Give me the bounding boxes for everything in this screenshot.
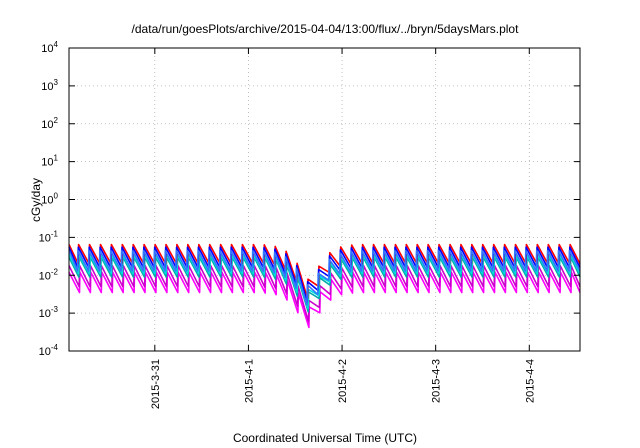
x-tick-label: 2015-4-3 [431, 359, 443, 403]
grid [69, 48, 580, 351]
x-tick-label: 2015-4-1 [243, 359, 255, 403]
y-tick-label: 103 [41, 78, 58, 93]
y-axis-label: cGy/day [29, 178, 43, 222]
y-axis: 10-4 10-3 10-2 10-1 100 101 102 103 104 [39, 40, 580, 358]
y-tick-label: 101 [41, 154, 58, 169]
series-line [68, 249, 581, 306]
x-tick-label: 2015-3-31 [150, 359, 162, 409]
y-tick-label: 104 [41, 40, 58, 55]
x-axis: 2015-3-31 2015-4-1 2015-4-2 2015-4-3 2015-4-… [150, 48, 536, 409]
y-tick-label: 10-2 [39, 267, 59, 282]
series-group [68, 243, 581, 329]
y-tick-label: 102 [41, 116, 58, 131]
y-tick-label: 10-4 [39, 343, 59, 358]
y-tick-label: 10-3 [39, 305, 59, 320]
x-axis-label: Coordinated Universal Time (UTC) [233, 431, 417, 445]
x-tick-label: 2015-4-2 [337, 359, 349, 403]
chart-title: /data/run/goesPlots/archive/2015-04-04/1… [132, 22, 520, 36]
y-tick-label: 10-1 [39, 229, 59, 244]
x-tick-label: 2015-4-4 [524, 359, 536, 403]
y-tick-label: 100 [41, 192, 58, 207]
